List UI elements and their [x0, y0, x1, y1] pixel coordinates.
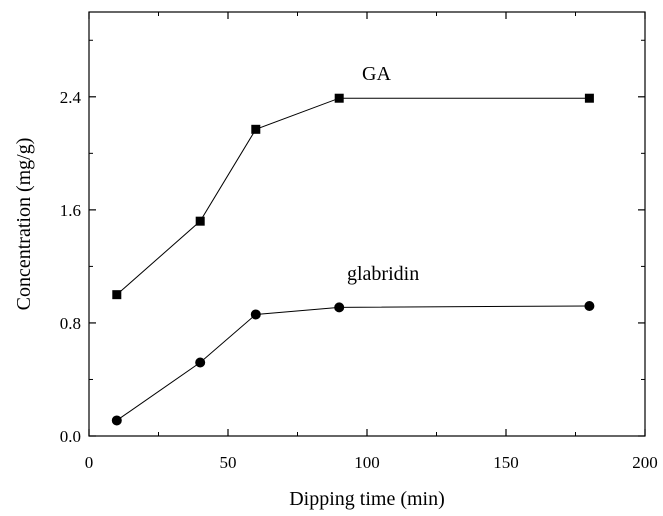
data-point-glabridin — [195, 358, 205, 368]
series-label-glabridin: glabridin — [347, 263, 419, 285]
y-tick-label: 0.8 — [60, 314, 81, 333]
series-line-glabridin — [117, 306, 590, 420]
data-point-ga — [335, 94, 344, 103]
x-tick-label: 200 — [632, 453, 658, 472]
tick-layer: 0 50 100 150 200 0.0 0.8 1.6 2.4 — [60, 12, 658, 472]
series-layer — [112, 94, 595, 426]
data-point-ga — [585, 94, 594, 103]
y-tick-label: 1.6 — [60, 201, 81, 220]
data-point-ga — [196, 217, 205, 226]
y-axis-title: Concentration (mg/g) — [13, 138, 35, 311]
x-tick-label: 0 — [85, 453, 94, 472]
data-point-glabridin — [251, 309, 261, 319]
x-tick-label: 100 — [354, 453, 380, 472]
data-point-glabridin — [584, 301, 594, 311]
y-tick-label: 2.4 — [60, 88, 82, 107]
data-point-glabridin — [334, 302, 344, 312]
x-tick-label: 150 — [493, 453, 519, 472]
data-point-glabridin — [112, 415, 122, 425]
data-point-ga — [112, 290, 121, 299]
data-point-ga — [251, 125, 260, 134]
x-axis-title: Dipping time (min) — [289, 488, 445, 510]
series-label-ga: GA — [362, 63, 391, 85]
x-tick-label: 50 — [220, 453, 237, 472]
y-tick-label: 0.0 — [60, 427, 81, 446]
